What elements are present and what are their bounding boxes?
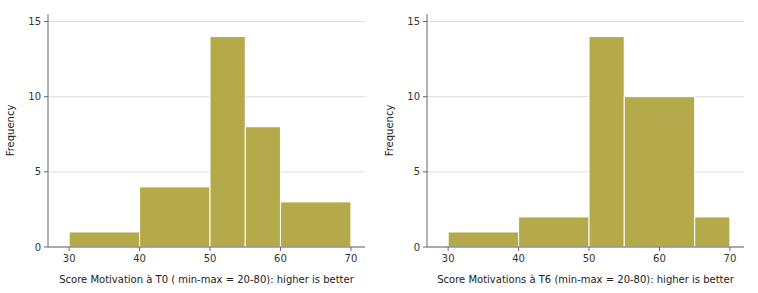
panel: 30 40 50 60 70 0 5 10 15 Score Motivation à T0 ( … bbox=[5, 14, 365, 285]
grid-line bbox=[427, 247, 744, 248]
chart-svg: 3040506070051015Score Motivation à T0 ( … bbox=[0, 0, 758, 293]
x-tick bbox=[350, 247, 351, 251]
bars bbox=[69, 37, 351, 247]
x-tick bbox=[589, 247, 590, 251]
x-axis-label: Score Motivations à T6 (min-max = 20-80)… bbox=[437, 274, 734, 285]
x-tick bbox=[659, 247, 660, 251]
x-tick bbox=[729, 247, 730, 251]
y-axis-label: Frequency bbox=[384, 105, 395, 157]
x-tick-label: 70 bbox=[724, 253, 737, 264]
histogram-bar bbox=[695, 217, 730, 247]
histogram-bar bbox=[519, 217, 589, 247]
grid-line bbox=[48, 21, 365, 22]
x-tick bbox=[210, 247, 211, 251]
histogram-bar bbox=[69, 232, 139, 247]
y-tick-label: 10 bbox=[407, 91, 420, 102]
x-tick bbox=[518, 247, 519, 251]
y-tick-label: 15 bbox=[28, 16, 41, 27]
bars bbox=[448, 37, 730, 247]
histogram-bar bbox=[245, 127, 280, 247]
grid-line bbox=[427, 96, 744, 97]
histogram-bar bbox=[280, 202, 350, 247]
x-tick-label: 50 bbox=[583, 253, 596, 264]
x-tick-label: 70 bbox=[345, 253, 358, 264]
x-tick-label: 30 bbox=[442, 253, 455, 264]
x-tick-label: 60 bbox=[274, 253, 287, 264]
x-tick-label: 30 bbox=[63, 253, 76, 264]
x-tick bbox=[69, 247, 70, 251]
x-tick bbox=[448, 247, 449, 251]
y-tick-label: 0 bbox=[414, 242, 420, 253]
y-tick bbox=[44, 171, 48, 172]
y-tick-label: 0 bbox=[35, 242, 41, 253]
x-tick-label: 40 bbox=[512, 253, 525, 264]
y-tick bbox=[423, 171, 427, 172]
histogram-bar bbox=[624, 97, 694, 247]
grid-line bbox=[48, 247, 365, 248]
y-tick-label: 10 bbox=[28, 91, 41, 102]
y-tick bbox=[44, 21, 48, 22]
grid-line bbox=[48, 96, 365, 97]
histogram-bar bbox=[589, 37, 624, 247]
x-tick-label: 50 bbox=[204, 253, 217, 264]
histogram-bar bbox=[140, 187, 210, 247]
y-axis-line bbox=[427, 14, 428, 247]
y-tick-label: 5 bbox=[414, 166, 420, 177]
x-axis-line bbox=[48, 247, 365, 248]
panel: 30 40 50 60 70 0 5 10 15 Score Motivations à T6 (… bbox=[384, 14, 744, 285]
y-tick-label: 5 bbox=[35, 166, 41, 177]
y-tick bbox=[423, 96, 427, 97]
y-axis-line bbox=[48, 14, 49, 247]
y-tick bbox=[423, 21, 427, 22]
y-tick bbox=[44, 247, 48, 248]
histogram-bar bbox=[210, 37, 245, 247]
x-tick-label: 60 bbox=[653, 253, 666, 264]
histogram-bar bbox=[448, 232, 518, 247]
y-axis-label: Frequency bbox=[5, 105, 16, 157]
grid-line bbox=[427, 21, 744, 22]
y-tick bbox=[423, 247, 427, 248]
y-tick-label: 15 bbox=[407, 16, 420, 27]
x-tick bbox=[139, 247, 140, 251]
x-tick bbox=[280, 247, 281, 251]
grid-line bbox=[427, 171, 744, 172]
x-axis-label: Score Motivation à T0 ( min-max = 20-80)… bbox=[59, 274, 354, 285]
x-tick-label: 40 bbox=[133, 253, 146, 264]
y-tick bbox=[44, 96, 48, 97]
grid-line bbox=[48, 171, 365, 172]
x-axis-line bbox=[427, 247, 744, 248]
